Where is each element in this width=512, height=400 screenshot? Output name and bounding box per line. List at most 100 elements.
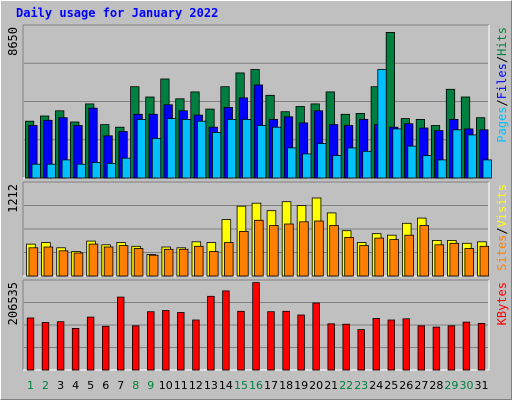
legend-item: KBytes [495, 282, 509, 325]
bar-pages-day-5 [91, 162, 101, 179]
day-label-8: 8 [132, 379, 139, 392]
bar-kbytes-day-4 [71, 327, 80, 371]
bar-kbytes-day-30 [462, 321, 471, 371]
series-sites [28, 219, 490, 277]
bar-kbytes-day-17 [267, 311, 275, 371]
bar-pages-day-23 [362, 150, 372, 179]
day-label-16: 16 [249, 379, 263, 392]
series-pages [31, 69, 492, 179]
bar-pages-day-28 [437, 159, 447, 179]
bar-sites-day-3 [58, 250, 69, 277]
day-label-30: 30 [460, 379, 474, 392]
bar-kbytes-day-18 [282, 310, 290, 371]
bar-pages-day-4 [76, 163, 86, 179]
bar-sites-day-8 [133, 248, 144, 277]
day-label-19: 19 [294, 379, 308, 392]
bar-kbytes-day-29 [447, 325, 456, 371]
legend-item: Visits [495, 184, 509, 227]
day-label-25: 25 [384, 379, 398, 392]
day-label-2: 2 [42, 379, 49, 392]
bar-pages-day-14 [226, 119, 237, 179]
bar-pages-day-27 [422, 155, 432, 179]
day-label-3: 3 [57, 379, 64, 392]
y-max-label: 206535 [6, 282, 20, 325]
bar-pages-day-25 [392, 128, 402, 179]
bar-pages-day-31 [482, 159, 492, 179]
bar-kbytes-day-6 [102, 325, 110, 371]
chart-title: Daily usage for January 2022 [16, 6, 218, 20]
panel-bottom: 206535 KBytes [6, 279, 509, 371]
bar-sites-day-25 [389, 239, 399, 277]
bar-pages-day-24 [377, 69, 387, 179]
day-label-17: 17 [264, 379, 278, 392]
day-label-23: 23 [354, 379, 368, 392]
day-label-27: 27 [414, 379, 428, 392]
day-label-1: 1 [27, 379, 34, 392]
bar-kbytes-day-27 [417, 325, 425, 371]
bar-sites-day-27 [419, 225, 429, 277]
day-label-26: 26 [399, 379, 413, 392]
y-max-label: 8650 [6, 27, 20, 56]
bar-kbytes-day-2 [41, 322, 50, 371]
legend: Sites/Visits [495, 184, 509, 271]
bar-sites-day-28 [434, 244, 444, 277]
day-label-20: 20 [309, 379, 323, 392]
bar-sites-day-23 [359, 245, 369, 277]
legend: Pages/Files/Hits [495, 27, 509, 143]
bar-kbytes-day-9 [147, 311, 155, 371]
day-label-12: 12 [189, 379, 203, 392]
bar-sites-day-17 [269, 225, 279, 277]
bar-sites-day-31 [479, 245, 490, 277]
bar-pages-day-3 [61, 159, 71, 179]
bar-pages-day-16 [257, 125, 267, 179]
bar-kbytes-day-8 [131, 325, 140, 371]
day-label-21: 21 [324, 379, 338, 392]
bar-sites-day-29 [449, 242, 459, 277]
bar-sites-day-26 [404, 234, 414, 277]
bar-pages-day-1 [31, 163, 41, 179]
bar-sites-day-10 [163, 248, 174, 277]
bar-kbytes-day-7 [117, 296, 125, 371]
day-label-15: 15 [234, 379, 248, 392]
bar-sites-day-12 [193, 245, 204, 277]
bar-pages-day-13 [211, 131, 222, 179]
bar-pages-day-20 [317, 143, 327, 179]
bar-pages-day-10 [166, 118, 177, 179]
day-label-11: 11 [174, 379, 188, 392]
y-max-label: 1212 [6, 184, 20, 213]
bar-pages-day-11 [181, 119, 192, 179]
bar-pages-day-7 [121, 157, 131, 179]
day-label-18: 18 [279, 379, 293, 392]
bar-kbytes-day-16 [252, 282, 260, 371]
bar-kbytes-day-5 [86, 316, 95, 371]
bar-kbytes-day-10 [162, 310, 170, 371]
bar-sites-day-20 [314, 220, 324, 277]
bar-sites-day-1 [28, 247, 39, 277]
bar-kbytes-day-25 [387, 319, 395, 371]
bar-sites-day-18 [284, 223, 294, 277]
bar-pages-day-18 [287, 147, 297, 179]
bar-kbytes-day-11 [177, 312, 185, 371]
bar-kbytes-day-31 [477, 322, 486, 371]
bar-sites-day-11 [178, 248, 189, 277]
day-label-5: 5 [87, 379, 94, 392]
bar-pages-day-8 [136, 119, 146, 179]
bar-kbytes-day-26 [402, 318, 410, 371]
bar-kbytes-day-28 [432, 326, 441, 371]
day-label-29: 29 [444, 379, 458, 392]
bar-sites-day-24 [374, 237, 384, 277]
bar-pages-day-17 [272, 126, 282, 179]
bar-sites-day-16 [254, 219, 264, 277]
bar-pages-day-15 [242, 119, 252, 179]
bar-sites-day-30 [464, 248, 474, 277]
legend-item: Pages [495, 107, 509, 143]
bar-pages-day-30 [467, 134, 477, 179]
bar-pages-day-6 [106, 162, 116, 179]
bar-sites-day-7 [118, 245, 129, 277]
bar-kbytes-day-12 [192, 319, 200, 371]
legend-item: Files [495, 63, 509, 99]
bar-sites-day-4 [73, 252, 84, 277]
day-label-22: 22 [339, 379, 353, 392]
day-label-6: 6 [102, 379, 109, 392]
